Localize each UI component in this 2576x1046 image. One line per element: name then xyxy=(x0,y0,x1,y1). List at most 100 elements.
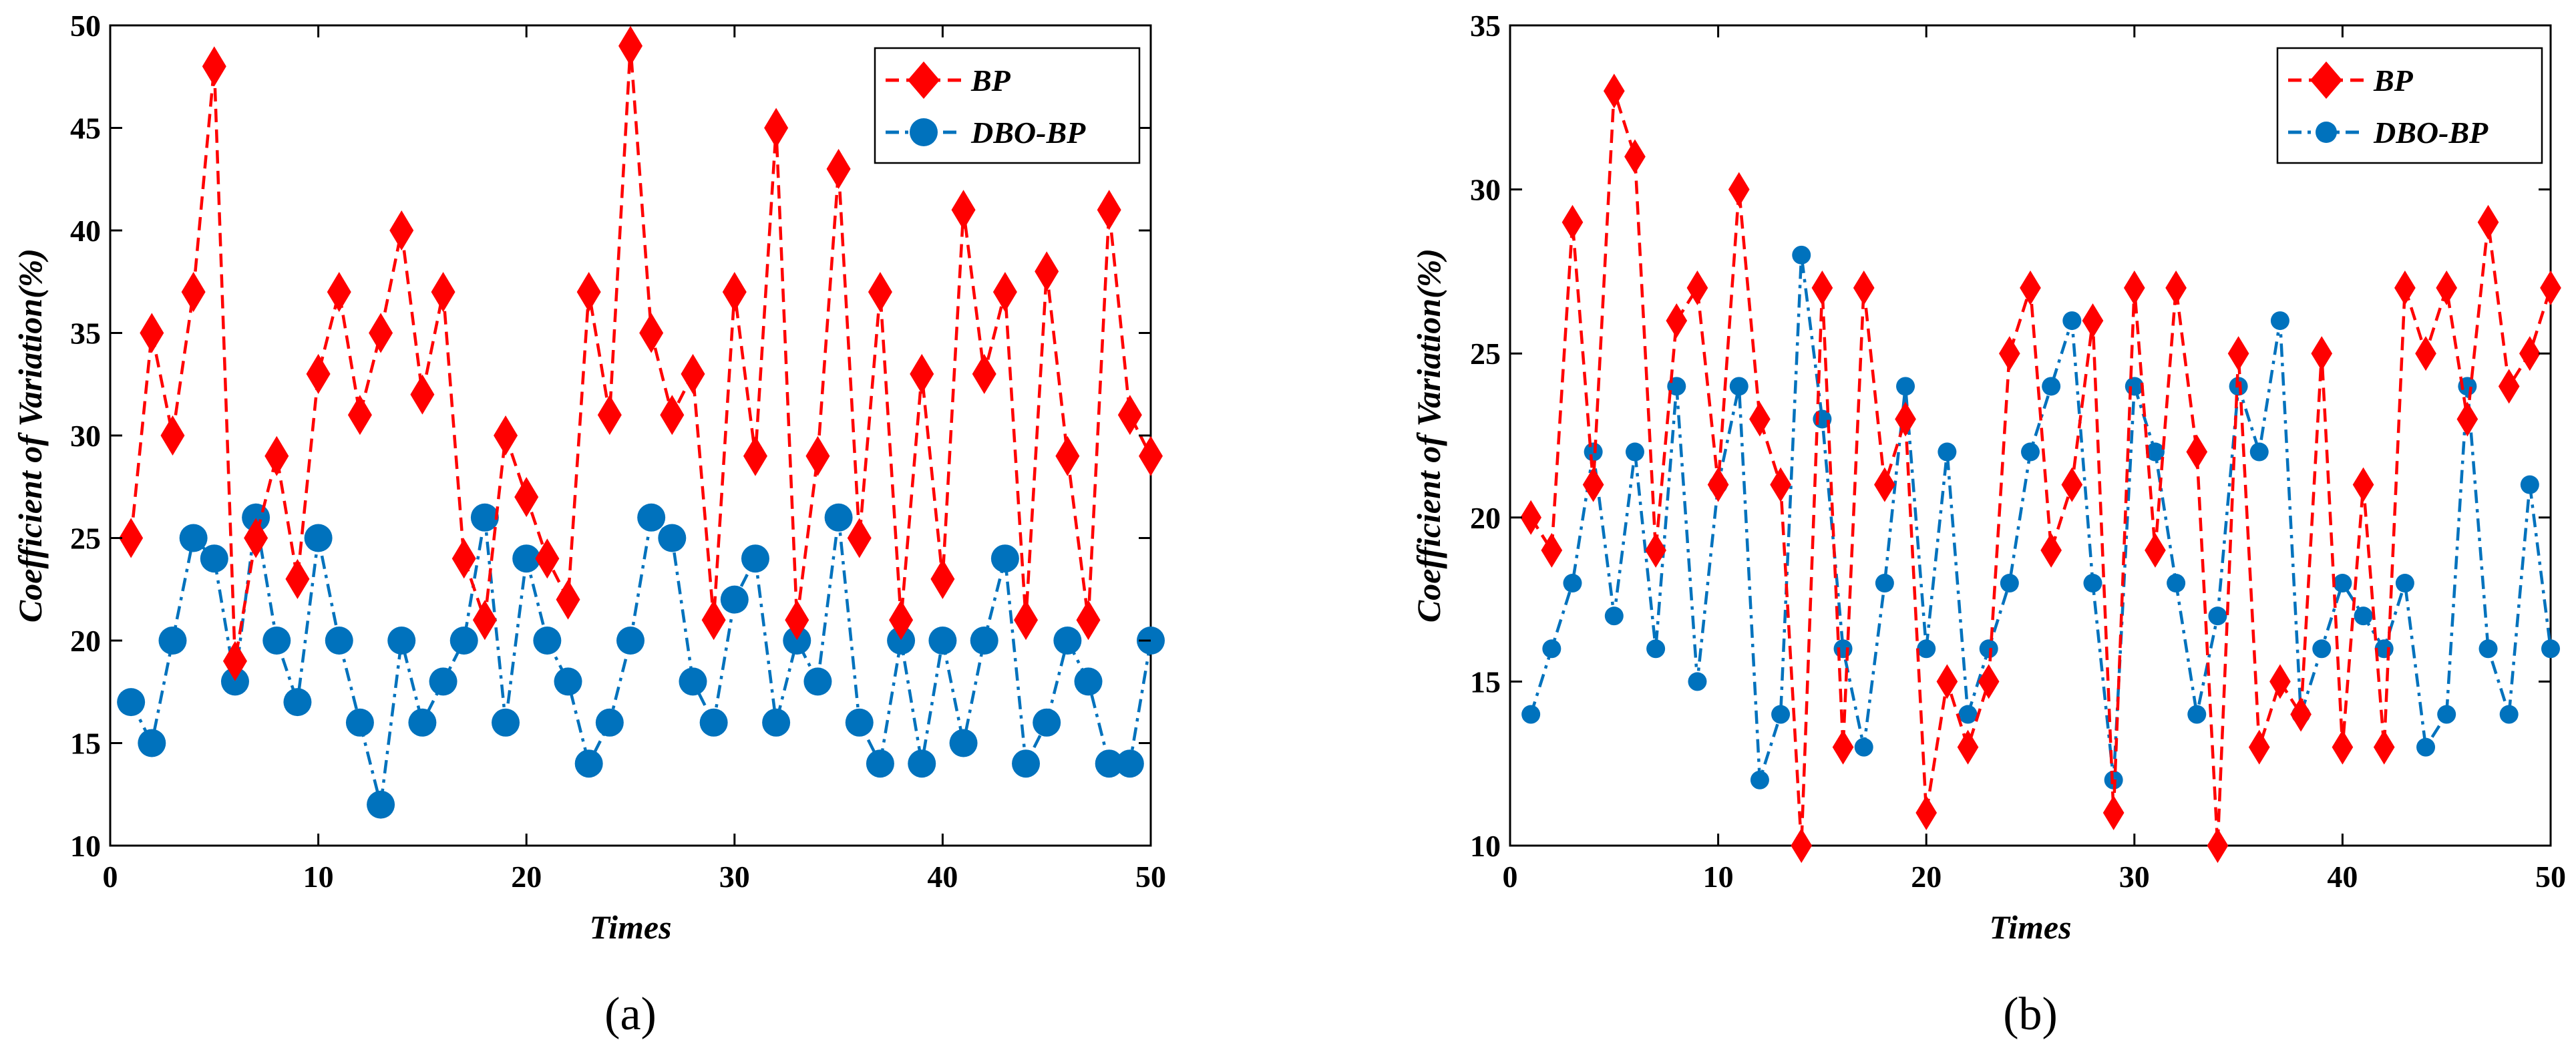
chart-a-legend-dbo-marker xyxy=(910,118,938,146)
chart-b-point-dbo-bp-14 xyxy=(1792,245,1811,265)
chart-a-point-bp-12 xyxy=(347,395,372,435)
chart-b-point-dbo-bp-45 xyxy=(2437,705,2456,724)
chart-b-point-bp-28 xyxy=(2082,303,2104,339)
chart-a-point-bp-19 xyxy=(494,415,518,456)
chart-b-point-bp-12 xyxy=(1749,401,1771,437)
chart-a-point-bp-21 xyxy=(535,538,560,579)
chart-b-point-bp-8 xyxy=(1666,303,1688,339)
chart-a-point-bp-46 xyxy=(1055,435,1080,476)
chart-a-point-dbo-bp-33 xyxy=(783,627,811,655)
chart-b-point-dbo-bp-27 xyxy=(2062,311,2082,331)
chart-b-point-bp-50 xyxy=(2540,270,2561,305)
chart-a-point-dbo-bp-19 xyxy=(492,708,520,737)
chart-a-point-bp-44 xyxy=(1014,600,1039,641)
chart-b-point-dbo-bp-39 xyxy=(2312,639,2332,659)
chart-a-point-bp-5 xyxy=(202,46,226,87)
chart-a-point-bp-3 xyxy=(160,415,185,456)
chart-a-y-axis-label: Coefficient of Variation(%) xyxy=(11,248,49,623)
chart-a-point-dbo-bp-45 xyxy=(1033,708,1061,737)
chart-b-point-bp-15 xyxy=(1811,270,1833,305)
chart-a-point-bp-35 xyxy=(826,148,851,189)
chart-b-x-axis-label: Times xyxy=(1989,908,2071,946)
chart-a-point-dbo-bp-20 xyxy=(512,544,541,573)
chart-a-point-bp-1 xyxy=(119,518,144,558)
chart-b-point-dbo-bp-18 xyxy=(1875,574,1894,593)
chart-a-legend: BP DBO-BP xyxy=(874,47,1141,164)
chart-b-point-bp-38 xyxy=(2290,697,2312,732)
chart-b-legend-dbo-marker xyxy=(2316,122,2337,143)
chart-b-point-bp-40 xyxy=(2332,729,2354,765)
chart-b-point-dbo-bp-43 xyxy=(2395,574,2414,593)
chart-a-point-bp-33 xyxy=(785,600,809,641)
chart-b-point-bp-17 xyxy=(1853,270,1875,305)
chart-b-point-dbo-bp-19 xyxy=(1896,377,1915,396)
chart-b-point-dbo-bp-7 xyxy=(1646,639,1666,659)
chart-a-series-dbo-bp-line xyxy=(130,514,1153,806)
chart-b-point-bp-22 xyxy=(1957,729,1979,765)
chart-b-point-dbo-bp-24 xyxy=(2000,574,2019,593)
chart-a-point-bp-23 xyxy=(576,272,601,313)
chart-b-point-bp-43 xyxy=(2394,270,2416,305)
chart-a-point-dbo-bp-23 xyxy=(574,749,603,778)
chart-b-point-bp-42 xyxy=(2373,729,2395,765)
chart-a-point-bp-28 xyxy=(681,353,705,394)
chart-a-point-bp-40 xyxy=(930,558,955,599)
chart-a-point-dbo-bp-38 xyxy=(887,627,916,655)
chart-b-point-dbo-bp-11 xyxy=(1729,377,1749,396)
chart-b-point-bp-21 xyxy=(1936,664,1958,699)
chart-b-point-dbo-bp-50 xyxy=(2541,639,2560,659)
chart-b-point-dbo-bp-47 xyxy=(2478,639,2498,659)
chart-a-point-bp-15 xyxy=(410,374,435,415)
chart-b-x-tick-label-30: 30 xyxy=(2119,860,2150,894)
chart-b-point-dbo-bp-16 xyxy=(1833,639,1853,659)
chart-b-point-dbo-bp-26 xyxy=(2042,377,2061,396)
chart-a-point-bp-41 xyxy=(951,190,976,230)
chart-b-legend-bp-label: BP xyxy=(2373,63,2414,98)
chart-b-point-dbo-bp-44 xyxy=(2416,737,2436,757)
chart-a-point-bp-49 xyxy=(1117,395,1142,435)
chart-a-x-tick-label-50: 50 xyxy=(1135,860,1166,894)
chart-a-point-bp-17 xyxy=(451,538,476,579)
chart-b-x-tick-label-40: 40 xyxy=(2327,860,2358,894)
chart-b-point-dbo-bp-36 xyxy=(2249,442,2269,462)
chart-a-x-tick-label-20: 20 xyxy=(511,860,542,894)
chart-b-point-bp-26 xyxy=(2040,532,2062,568)
chart-a-point-dbo-bp-10 xyxy=(304,524,333,552)
chart-a-point-bp-8 xyxy=(264,435,289,476)
chart-b-legend-bp-marker xyxy=(2310,61,2342,99)
chart-a-point-dbo-bp-1 xyxy=(117,688,146,717)
chart-b-y-tick-label-20: 20 xyxy=(1470,501,1501,535)
chart-a-point-dbo-bp-16 xyxy=(429,667,457,696)
chart-a-point-dbo-bp-25 xyxy=(616,627,645,655)
chart-a-point-bp-7 xyxy=(244,518,268,558)
chart-a-point-dbo-bp-14 xyxy=(387,627,416,655)
chart-a-x-tick-label-30: 30 xyxy=(719,860,750,894)
chart-a-y-tick-label-25: 25 xyxy=(70,522,101,556)
chart-a-point-dbo-bp-44 xyxy=(1012,749,1041,778)
chart-a-point-dbo-bp-22 xyxy=(554,667,582,696)
chart-b-x-tick-label-10: 10 xyxy=(1703,860,1734,894)
chart-b-series-bp-line xyxy=(1529,90,2553,846)
chart-b-point-bp-36 xyxy=(2248,729,2270,765)
chart-a-marks xyxy=(117,25,1165,819)
chart-a-point-dbo-bp-13 xyxy=(367,790,395,819)
chart-a-point-dbo-bp-48 xyxy=(1095,749,1123,778)
chart-b-point-bp-4 xyxy=(1582,467,1604,502)
chart-b-point-bp-31 xyxy=(2145,532,2166,568)
chart-b-point-bp-33 xyxy=(2186,434,2208,470)
chart-a-point-bp-50 xyxy=(1139,435,1163,476)
chart-a-point-bp-37 xyxy=(868,272,892,313)
chart-b-point-bp-24 xyxy=(1999,336,2020,371)
chart-a-point-bp-14 xyxy=(389,210,414,250)
chart-a-point-dbo-bp-31 xyxy=(741,544,769,573)
chart-a-point-dbo-bp-4 xyxy=(179,524,208,552)
chart-b-x-tick-label-20: 20 xyxy=(1911,860,1942,894)
chart-a-point-dbo-bp-28 xyxy=(679,667,707,696)
chart-b-point-dbo-bp-33 xyxy=(2187,705,2207,724)
chart-b-point-dbo-bp-41 xyxy=(2354,606,2373,626)
chart-b-point-bp-46 xyxy=(2456,401,2478,437)
